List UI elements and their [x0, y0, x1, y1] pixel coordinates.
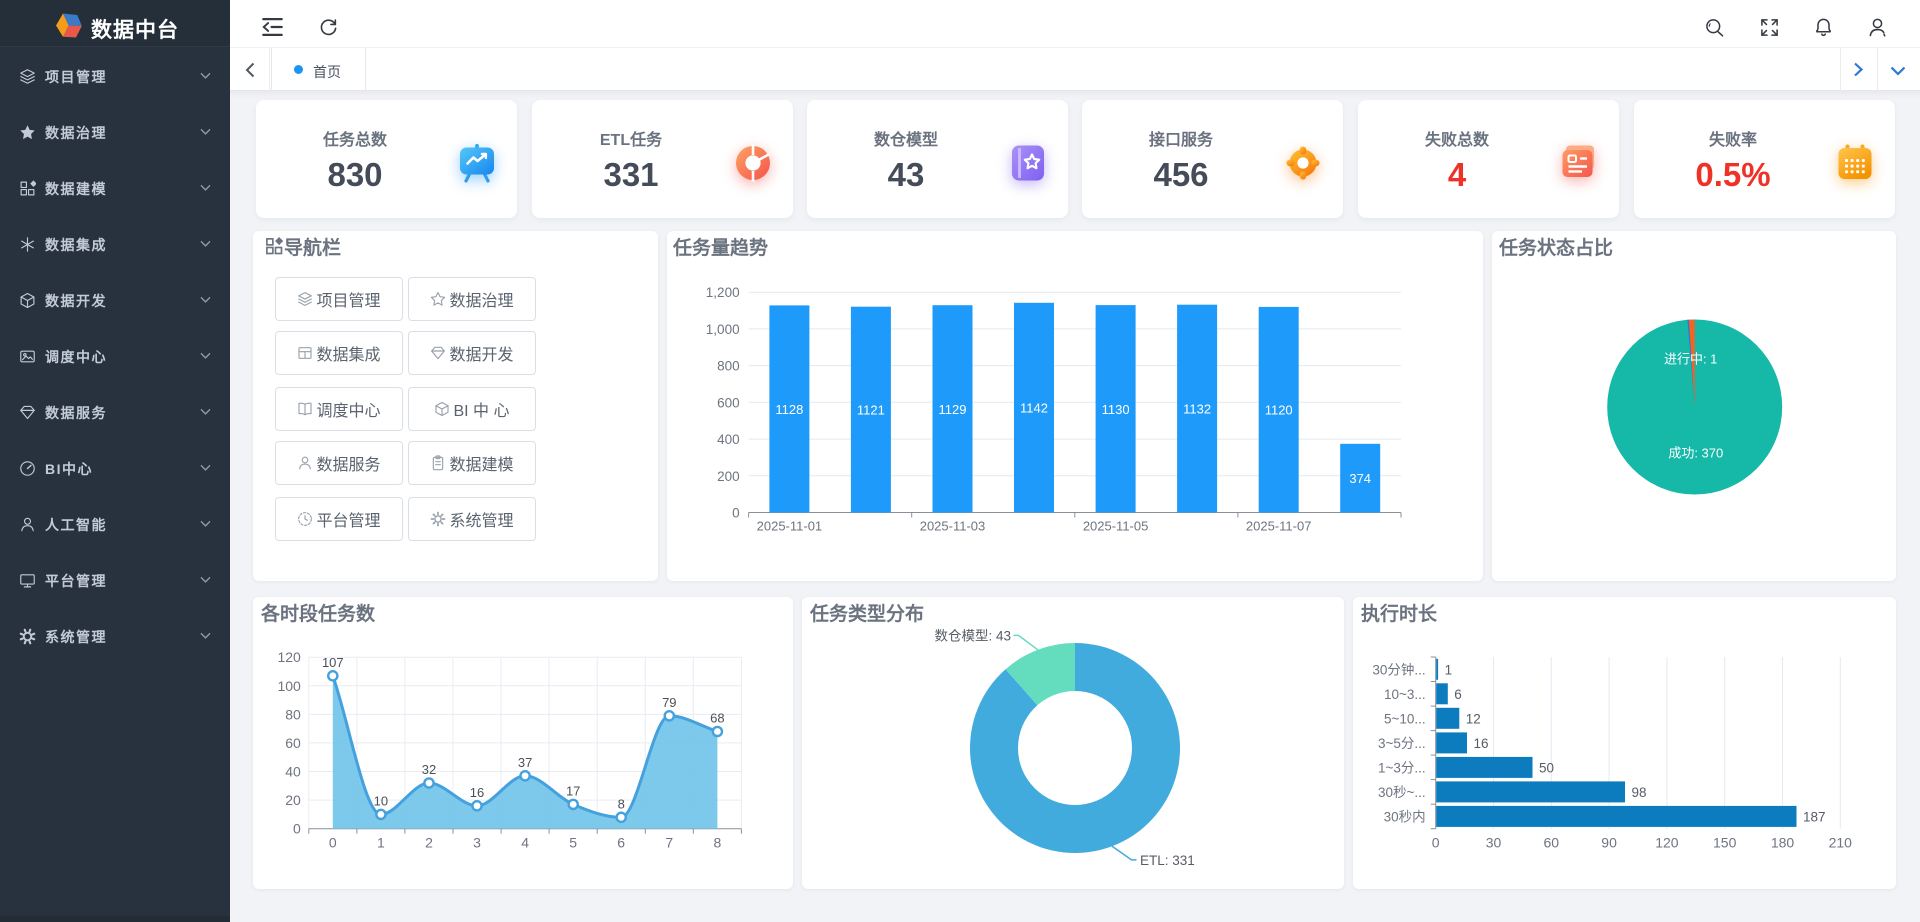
svg-text:6: 6	[617, 835, 625, 851]
svg-text:10: 10	[374, 793, 388, 808]
svg-text:0: 0	[1432, 835, 1440, 851]
svg-text:17: 17	[566, 783, 580, 798]
svg-text:80: 80	[285, 706, 301, 722]
svg-text:37: 37	[518, 755, 532, 770]
svg-text:1: 1	[1445, 662, 1453, 677]
svg-text:成功: 370: 成功: 370	[1668, 446, 1723, 461]
svg-text:30分钟...: 30分钟...	[1372, 661, 1425, 677]
svg-text:1~3分...: 1~3分...	[1378, 760, 1426, 775]
svg-text:2025-11-05: 2025-11-05	[1083, 519, 1149, 534]
svg-text:60: 60	[285, 735, 301, 751]
svg-text:进行中: 1: 进行中: 1	[1664, 351, 1717, 366]
svg-text:1128: 1128	[775, 402, 803, 417]
svg-text:180: 180	[1771, 835, 1795, 851]
svg-text:32: 32	[422, 762, 436, 777]
svg-text:5~10...: 5~10...	[1384, 711, 1426, 726]
svg-text:79: 79	[662, 695, 676, 710]
svg-text:1142: 1142	[1020, 401, 1048, 416]
svg-text:374: 374	[1349, 471, 1371, 486]
svg-text:68: 68	[710, 711, 724, 726]
svg-text:60: 60	[1544, 835, 1560, 851]
svg-text:7: 7	[665, 835, 673, 851]
svg-text:1,000: 1,000	[706, 322, 740, 337]
svg-text:30: 30	[1486, 835, 1502, 851]
svg-text:4: 4	[521, 835, 529, 851]
svg-text:ETL: 331: ETL: 331	[1140, 853, 1195, 868]
svg-text:120: 120	[1655, 835, 1679, 851]
svg-text:150: 150	[1713, 835, 1737, 851]
svg-text:20: 20	[285, 792, 301, 808]
svg-text:40: 40	[285, 764, 301, 780]
svg-text:12: 12	[1466, 711, 1481, 726]
svg-text:1121: 1121	[857, 403, 885, 418]
svg-text:187: 187	[1803, 809, 1826, 824]
svg-text:1130: 1130	[1102, 402, 1130, 417]
svg-text:200: 200	[717, 469, 740, 484]
svg-text:数仓模型: 43: 数仓模型: 43	[934, 628, 1011, 643]
svg-text:2025-11-03: 2025-11-03	[920, 519, 986, 534]
svg-text:1129: 1129	[939, 402, 967, 417]
svg-text:16: 16	[470, 785, 484, 800]
svg-text:50: 50	[1539, 760, 1554, 775]
svg-text:210: 210	[1829, 835, 1853, 851]
svg-text:3: 3	[473, 835, 481, 851]
svg-text:2025-11-01: 2025-11-01	[757, 519, 823, 534]
svg-text:6: 6	[1454, 687, 1462, 702]
svg-text:0: 0	[293, 821, 301, 837]
svg-text:5: 5	[569, 835, 577, 851]
svg-text:0: 0	[732, 506, 740, 521]
svg-text:30秒内: 30秒内	[1384, 809, 1426, 824]
svg-text:600: 600	[717, 395, 740, 410]
svg-text:1132: 1132	[1183, 402, 1211, 417]
svg-text:800: 800	[717, 359, 740, 374]
svg-text:1120: 1120	[1265, 403, 1293, 418]
svg-text:3~5分...: 3~5分...	[1378, 736, 1426, 751]
svg-text:2: 2	[425, 835, 433, 851]
svg-text:30秒~...: 30秒~...	[1378, 785, 1426, 800]
svg-text:8: 8	[714, 835, 722, 851]
svg-text:0: 0	[329, 835, 337, 851]
svg-text:2025-11-07: 2025-11-07	[1246, 519, 1312, 534]
svg-text:16: 16	[1474, 736, 1489, 751]
svg-text:8: 8	[618, 796, 625, 811]
svg-text:120: 120	[277, 649, 301, 665]
svg-text:400: 400	[717, 432, 740, 447]
svg-text:90: 90	[1601, 835, 1617, 851]
svg-text:98: 98	[1632, 785, 1647, 800]
svg-text:1,200: 1,200	[706, 285, 740, 300]
svg-text:100: 100	[277, 678, 301, 694]
svg-text:1: 1	[377, 835, 385, 851]
svg-text:107: 107	[322, 655, 344, 670]
svg-text:10~3...: 10~3...	[1384, 687, 1426, 702]
